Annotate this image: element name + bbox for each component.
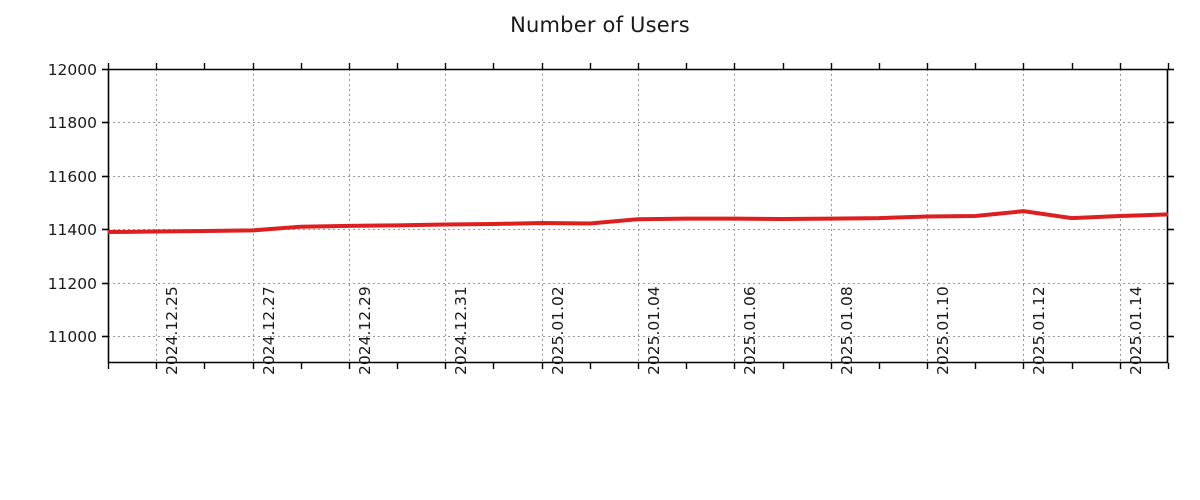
y-tick-marks — [102, 68, 1174, 338]
x-tick-label: 2024.12.25 — [162, 286, 181, 375]
y-tick-label: 11200 — [47, 274, 97, 293]
y-tick-label: 11600 — [47, 167, 97, 186]
x-tick-label: 2025.01.08 — [837, 286, 856, 375]
y-tick-label: 12000 — [47, 60, 97, 79]
y-tick-label: 11400 — [47, 220, 97, 239]
y-tick-label: 11000 — [47, 327, 97, 346]
x-tick-label: 2025.01.14 — [1126, 286, 1145, 375]
y-tick-label: 11800 — [47, 113, 97, 132]
x-tick-label: 2025.01.10 — [933, 286, 952, 375]
data-series-line — [107, 209, 1169, 235]
x-tick-label: 2025.01.12 — [1029, 286, 1048, 375]
x-tick-label: 2025.01.02 — [548, 286, 567, 375]
x-tick-label: 2024.12.29 — [355, 286, 374, 375]
chart-title: Number of Users — [510, 13, 690, 37]
x-tick-label: 2024.12.31 — [451, 286, 470, 375]
x-tick-marks — [107, 63, 1170, 369]
x-tick-label: 2024.12.27 — [259, 286, 278, 375]
x-tick-label: 2025.01.04 — [644, 286, 663, 375]
x-tick-label: 2025.01.06 — [740, 286, 759, 375]
